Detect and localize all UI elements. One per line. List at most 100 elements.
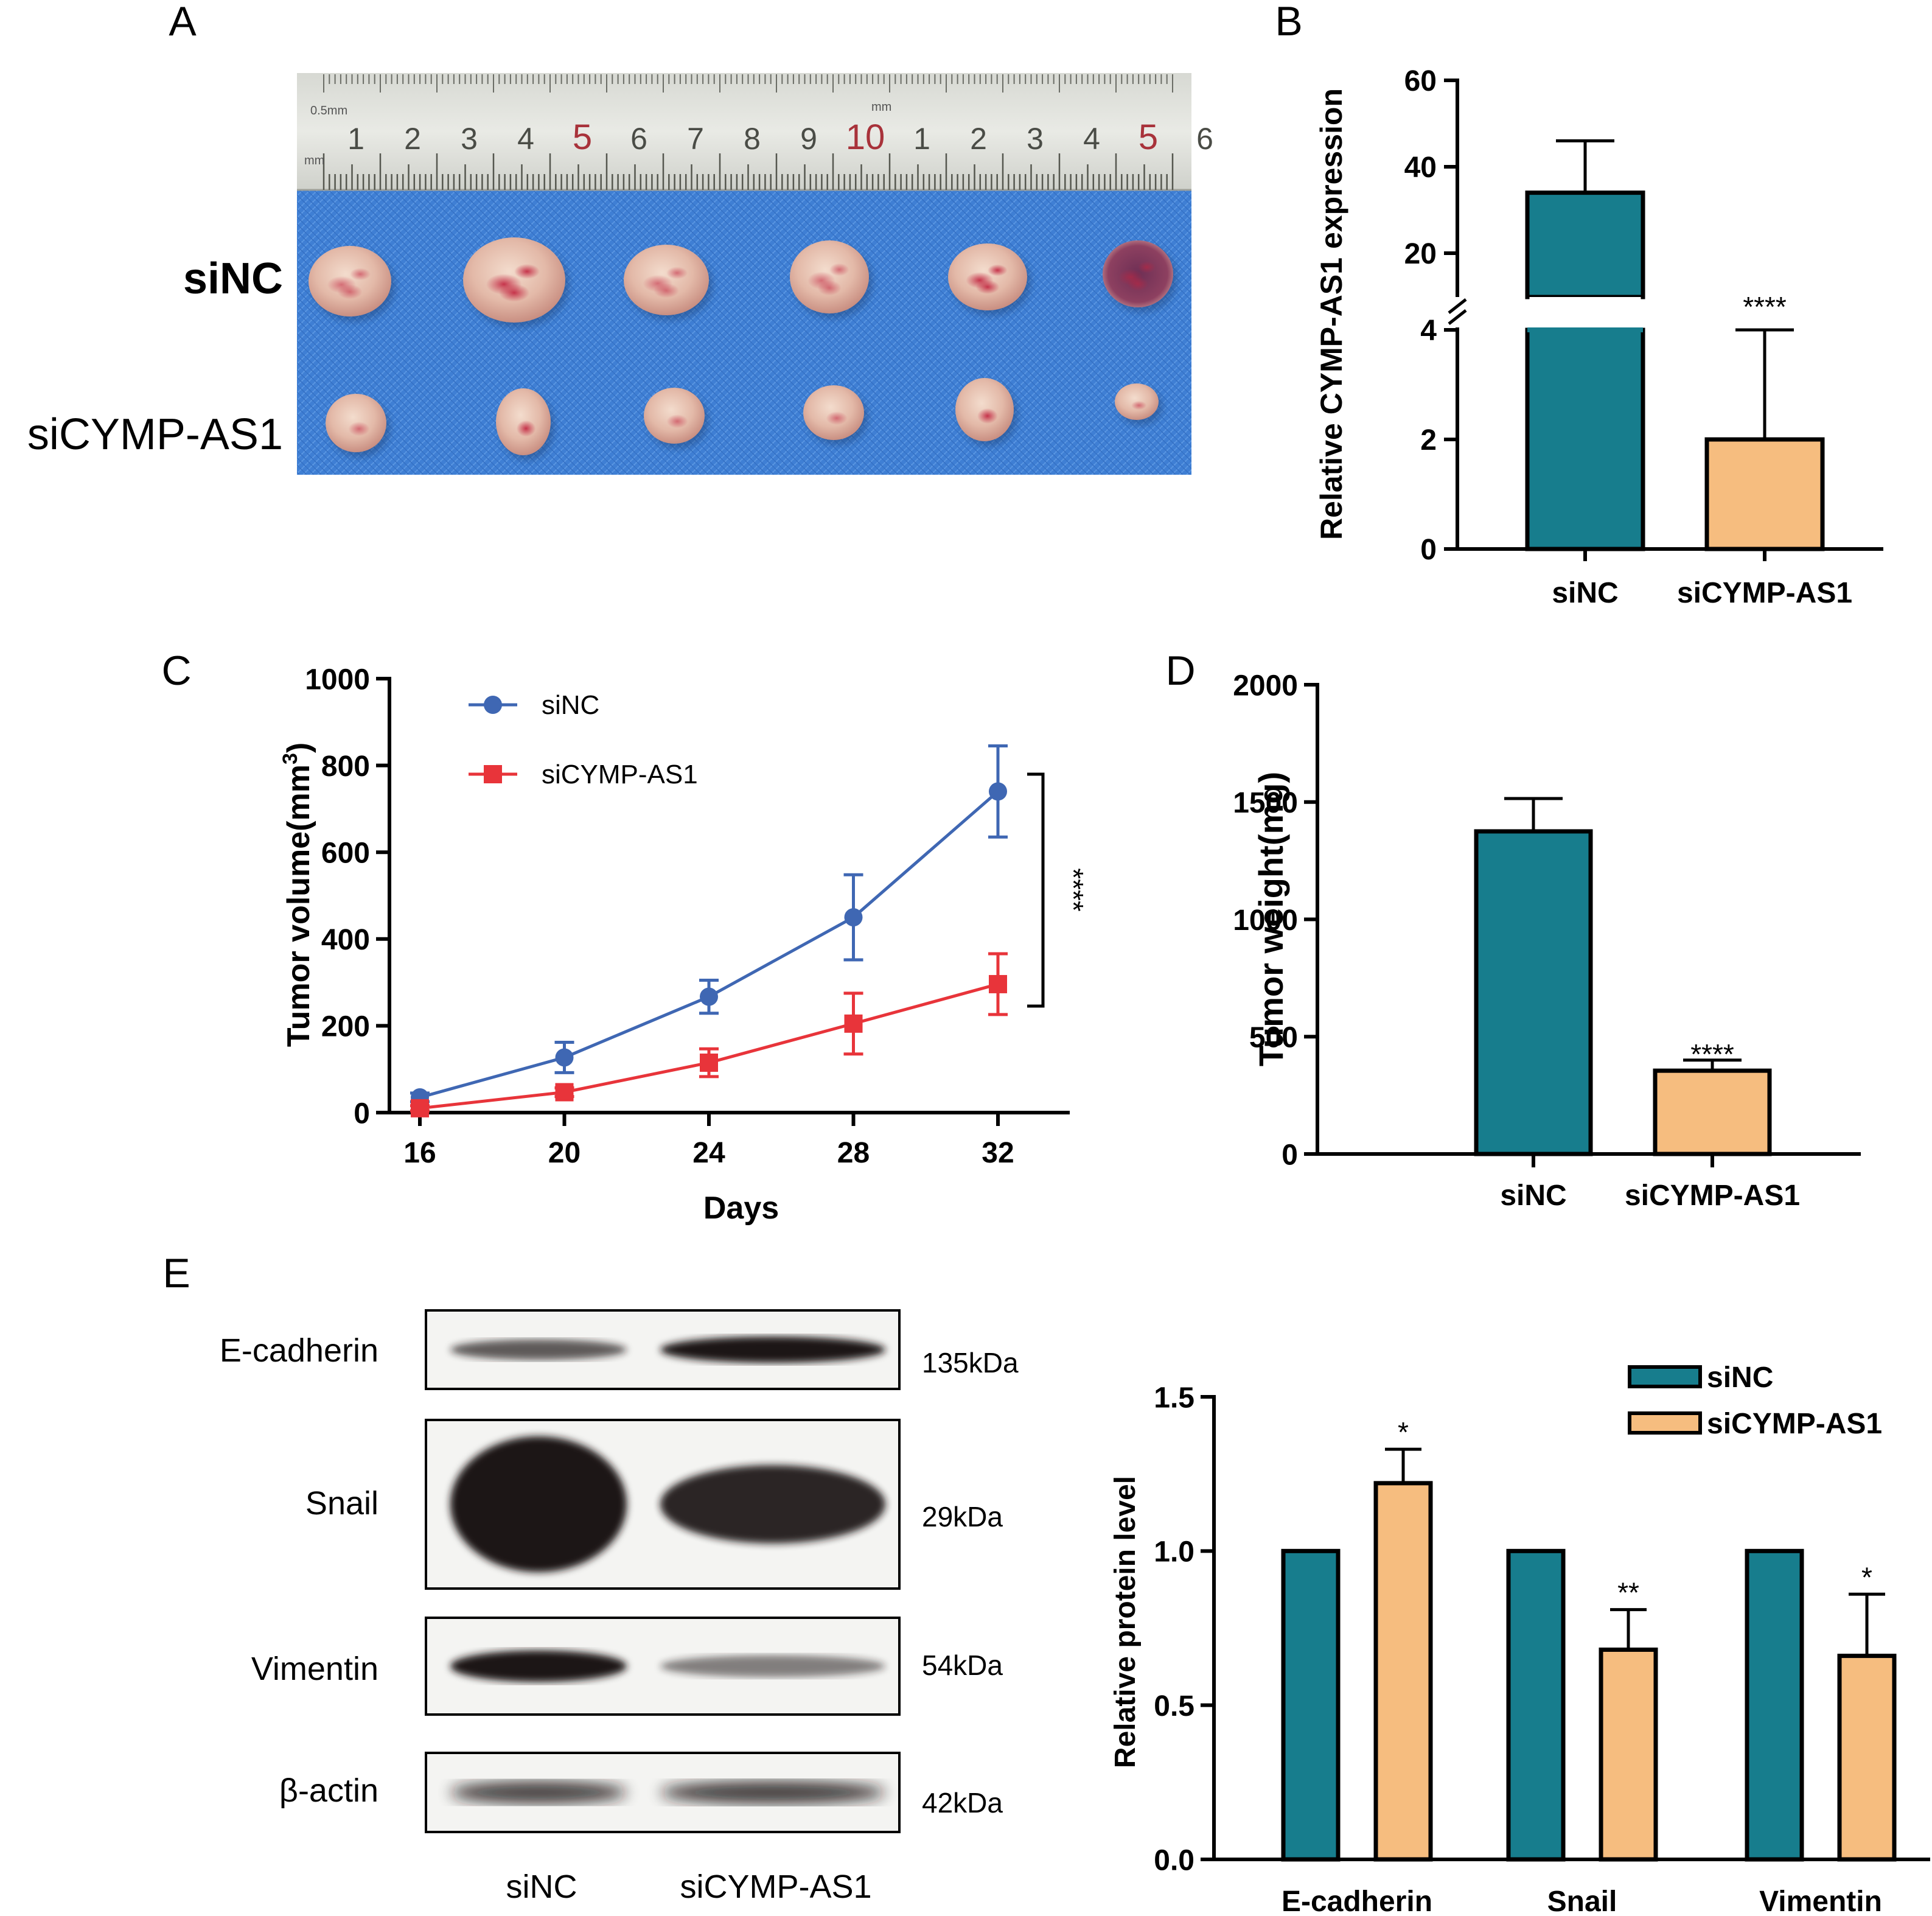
bar-sicymp — [1704, 437, 1825, 551]
blot-band — [660, 1465, 885, 1544]
lane-label: siCYMP-AS1 — [680, 1869, 871, 1905]
blot-kda: 135kDa — [922, 1347, 1019, 1379]
x-tick-label: Vimentin — [1759, 1886, 1882, 1916]
legend-label: siCYMP-AS1 — [1707, 1408, 1882, 1440]
bar-vimentin-sicymp — [1837, 1654, 1897, 1862]
tumor-blood — [988, 264, 1008, 276]
y-tick-label: 0.0 — [1154, 1844, 1194, 1876]
ruler-number: 5 — [573, 117, 592, 157]
axis-break-mark — [1448, 309, 1467, 325]
y-tick-label: 500 — [1249, 1022, 1298, 1054]
western-blot: E-cadherin 135kDa Snail 29kDa Vimentin 54kDa β… — [220, 1309, 1019, 1905]
x-tick-label: siCYMP-AS1 — [1625, 1180, 1800, 1212]
tumor-blood — [666, 414, 688, 428]
tumor-blood — [516, 420, 536, 437]
tumor — [309, 246, 395, 321]
tumor-blood — [348, 421, 370, 436]
ruler-number: 2 — [404, 122, 421, 156]
data-point-sinc — [989, 782, 1007, 801]
y-tick-label: 200 — [321, 1011, 370, 1043]
y-tick-label: 2000 — [1233, 670, 1298, 702]
tumor-blood — [666, 267, 688, 279]
y-tick-label: 40 — [1404, 152, 1437, 184]
y-tick-label: 4 — [1420, 315, 1437, 347]
legend-label: siNC — [542, 690, 599, 720]
data-point-sinc — [844, 908, 863, 927]
x-tick-label: Snail — [1547, 1886, 1617, 1916]
x-tick-label: 24 — [692, 1137, 725, 1169]
tumor-photo: 1 2 3 4 5 6 7 8 9 10 1 2 3 4 5 6 0.5mm mm mm siNC siCYMP-A… — [27, 73, 1213, 475]
significance-label: ** — [1617, 1577, 1639, 1609]
ruler-number: 5 — [1139, 117, 1158, 157]
tumor — [955, 378, 1017, 446]
blot-label: β-actin — [279, 1772, 378, 1809]
tumor-blood — [1131, 400, 1147, 410]
ruler-number: 1 — [913, 122, 930, 156]
y-tick-label: 1000 — [305, 663, 370, 696]
bar-sinc — [1474, 829, 1593, 1156]
lane-label: siNC — [506, 1869, 577, 1905]
significance-label: **** — [1058, 868, 1089, 912]
legend-marker — [484, 696, 502, 714]
tumor — [1103, 240, 1177, 312]
ruler-number: 8 — [744, 122, 761, 156]
x-axis-label: Days — [703, 1191, 779, 1226]
tumor-blood — [498, 284, 530, 302]
ruler-number: 2 — [970, 122, 987, 156]
bar-snail-sinc — [1506, 1548, 1566, 1862]
tumor — [624, 245, 713, 320]
data-point-sicymp — [555, 1083, 574, 1102]
panel-letter-c: C — [161, 648, 191, 694]
ruler-number: 6 — [1196, 122, 1213, 156]
y-tick-label: 0 — [1420, 534, 1437, 566]
bar-vimentin-sinc — [1745, 1548, 1804, 1862]
x-tick-label: siNC — [1552, 577, 1618, 609]
x-tick-label: siCYMP-AS1 — [1677, 577, 1852, 609]
row-label-sicymp: siCYMP-AS1 — [27, 410, 283, 459]
y-tick-label: 0 — [354, 1097, 370, 1130]
x-tick-label: 20 — [548, 1137, 581, 1169]
legend-swatch — [1628, 1411, 1702, 1435]
chart-c-volume: 0 200 400 600 800 1000 16 20 24 28 32 Days Tumor vol… — [279, 663, 1089, 1226]
ruler-number: 1 — [347, 122, 364, 156]
blot-band — [450, 1650, 627, 1682]
y-tick-label: 0 — [1282, 1139, 1298, 1171]
blot-kda: 42kDa — [922, 1787, 1003, 1819]
legend-swatch — [1628, 1365, 1702, 1388]
y-tick-label: 1.0 — [1154, 1536, 1194, 1568]
tumor — [644, 388, 708, 449]
y-tick-label: 1000 — [1233, 904, 1298, 937]
ruler-unit: 0.5mm — [310, 104, 347, 117]
blot-label: E-cadherin — [220, 1332, 378, 1369]
bar-snail-sicymp — [1599, 1647, 1658, 1862]
bar-sinc-upper — [1525, 191, 1645, 299]
blot-band — [660, 1781, 885, 1804]
tumor-blood — [1138, 261, 1156, 273]
ruler-number: 3 — [1027, 122, 1044, 156]
bar-sinc-lower — [1525, 327, 1645, 551]
panel-letter-d: D — [1165, 648, 1195, 694]
blot-band — [660, 1336, 885, 1363]
axis-break-mark — [1448, 298, 1467, 314]
ruler-number: 3 — [461, 122, 478, 156]
data-point-sicymp — [700, 1054, 718, 1072]
tumor — [790, 240, 873, 318]
tumor-blood — [977, 408, 998, 424]
ruler-number: 9 — [800, 122, 817, 156]
blot-band — [660, 1655, 885, 1677]
data-point-sinc — [700, 987, 718, 1006]
blot-band — [450, 1781, 627, 1804]
tumor — [1115, 383, 1162, 425]
blot-label: Vimentin — [251, 1651, 378, 1687]
y-axis-label: Relative CYMP-AS1 expression — [1314, 88, 1348, 540]
y-tick-label: 800 — [321, 750, 370, 783]
tumor-blood — [514, 264, 540, 279]
panel-letter-e: E — [162, 1250, 190, 1296]
bar-sicymp — [1653, 1068, 1772, 1156]
y-tick-label: 0.5 — [1154, 1690, 1194, 1722]
bar-e-cadherin-sicymp — [1373, 1481, 1433, 1862]
tumor-blood — [654, 283, 679, 298]
ruler-unit: mm — [304, 154, 324, 167]
chart-e-protein: 0.0 0.5 1.0 1.5 * E-cadherin ** Snail * Vimentin R… — [1109, 1362, 1930, 1916]
panel-letter-b: B — [1275, 0, 1302, 44]
